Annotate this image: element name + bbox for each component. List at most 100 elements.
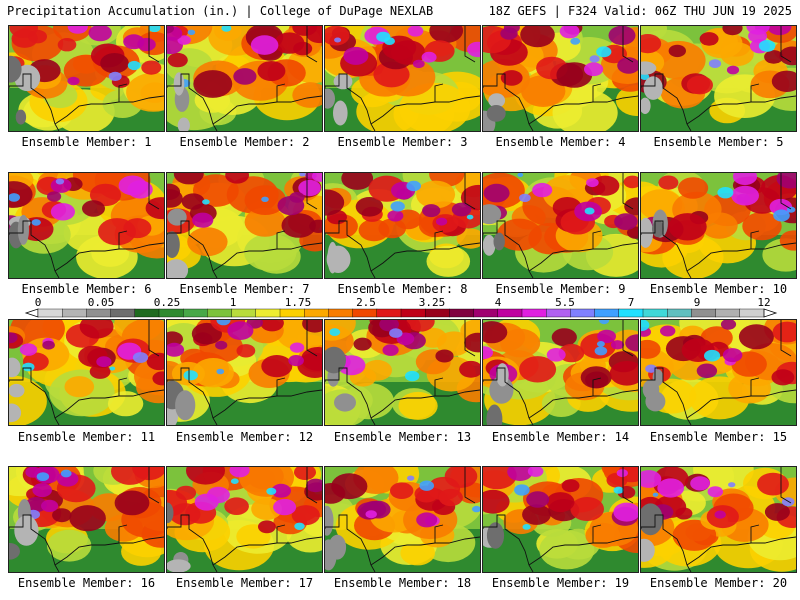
colorbar-swatch	[449, 308, 475, 318]
ensemble-member-label: Ensemble Member: 16	[17, 576, 156, 590]
ensemble-member-label: Ensemble Member: 13	[333, 430, 472, 444]
colorbar-swatch	[37, 308, 63, 318]
precip-field-map	[641, 26, 796, 131]
ensemble-map-panel	[166, 319, 323, 426]
colorbar-swatch	[618, 308, 644, 318]
ensemble-map-panel	[640, 319, 797, 426]
colorbar-swatch	[279, 308, 305, 318]
colorbar-swatch	[86, 308, 112, 318]
run-info: 18Z GEFS | F324 Valid: 06Z THU JUN 19 20…	[488, 4, 792, 18]
ensemble-member-label: Ensemble Member: 2	[179, 135, 310, 149]
colorbar-swatch	[255, 308, 281, 318]
ensemble-map-panel	[640, 172, 797, 279]
precip-field-map	[325, 26, 480, 131]
colorbar-tick-label: 9	[693, 296, 701, 309]
colorbar-tick-label: 0.25	[153, 296, 181, 309]
ensemble-map-panel	[640, 466, 797, 573]
ensemble-map-panel	[482, 172, 639, 279]
ensemble-member-label: Ensemble Member: 15	[649, 430, 788, 444]
precip-field-map	[167, 26, 322, 131]
precip-field-map	[641, 320, 796, 425]
colorbar-tick-label: 7	[627, 296, 635, 309]
ensemble-member-label: Ensemble Member: 6	[21, 282, 152, 296]
colorbar-tick-label: 1.75	[284, 296, 312, 309]
ensemble-map-panel	[8, 319, 165, 426]
colorbar-swatch	[134, 308, 160, 318]
precip-field-map	[325, 173, 480, 278]
precip-field-map	[9, 320, 164, 425]
ensemble-member-label: Ensemble Member: 20	[649, 576, 788, 590]
ensemble-member-label: Ensemble Member: 14	[491, 430, 630, 444]
ensemble-map-panel	[166, 25, 323, 132]
precip-field-map	[641, 173, 796, 278]
precip-field-map	[641, 467, 796, 572]
ensemble-map-panel	[8, 172, 165, 279]
colorbar-swatch	[473, 308, 499, 318]
precip-field-map	[483, 467, 638, 572]
colorbar-tick-label: 2.5	[356, 296, 376, 309]
colorbar-tick-label: 3.25	[418, 296, 446, 309]
precip-field-map	[483, 26, 638, 131]
precip-colorbar: 0 0.05 0.25 1 1.75 2.5 3.25 4 5.5 7 9 12	[0, 296, 800, 322]
colorbar-scale	[24, 308, 778, 318]
ensemble-member-label: Ensemble Member: 5	[653, 135, 784, 149]
ensemble-member-label: Ensemble Member: 4	[495, 135, 626, 149]
colorbar-swatch	[594, 308, 620, 318]
ensemble-member-label: Ensemble Member: 11	[17, 430, 156, 444]
colorbar-swatch	[207, 308, 233, 318]
colorbar-swatch	[304, 308, 329, 318]
colorbar-swatch	[425, 308, 450, 318]
ensemble-map-panel	[482, 466, 639, 573]
precip-field-map	[167, 467, 322, 572]
ensemble-map-panel	[166, 466, 323, 573]
precip-field-map	[167, 320, 322, 425]
ensemble-member-label: Ensemble Member: 1	[21, 135, 152, 149]
colorbar-swatch	[376, 308, 402, 318]
colorbar-swatch	[328, 308, 354, 318]
colorbar-swatch	[158, 308, 184, 318]
colorbar-swatch	[231, 308, 257, 318]
precip-field-map	[325, 467, 480, 572]
colorbar-tick-label: 0	[34, 296, 42, 309]
precip-field-map	[9, 173, 164, 278]
ensemble-map-panel	[482, 319, 639, 426]
colorbar-right-arrow	[763, 308, 778, 318]
ensemble-map-panel	[324, 319, 481, 426]
page-title: Precipitation Accumulation (in.) | Colle…	[7, 4, 434, 18]
precip-field-map	[325, 320, 480, 425]
ensemble-member-label: Ensemble Member: 7	[179, 282, 310, 296]
ensemble-member-label: Ensemble Member: 9	[495, 282, 626, 296]
colorbar-swatch	[352, 308, 378, 318]
ensemble-member-label: Ensemble Member: 18	[333, 576, 472, 590]
colorbar-swatch	[691, 308, 717, 318]
ensemble-member-label: Ensemble Member: 3	[337, 135, 468, 149]
ensemble-map-panel	[8, 466, 165, 573]
colorbar-tick-label: 4	[494, 296, 502, 309]
ensemble-map-panel	[8, 25, 165, 132]
precip-field-map	[483, 320, 638, 425]
ensemble-member-label: Ensemble Member: 19	[491, 576, 630, 590]
colorbar-tick-label: 1	[229, 296, 237, 309]
colorbar-tick-label: 5.5	[555, 296, 575, 309]
colorbar-swatch	[739, 308, 765, 318]
colorbar-left-arrow	[24, 308, 39, 318]
ensemble-map-panel	[324, 172, 481, 279]
ensemble-member-label: Ensemble Member: 10	[649, 282, 788, 296]
precip-field-map	[483, 173, 638, 278]
colorbar-swatch	[497, 308, 523, 318]
ensemble-member-label: Ensemble Member: 8	[337, 282, 468, 296]
colorbar-swatch	[715, 308, 741, 318]
ensemble-map-panel	[166, 172, 323, 279]
precip-field-map	[9, 26, 164, 131]
ensemble-map-panel	[640, 25, 797, 132]
colorbar-swatch	[521, 308, 547, 318]
colorbar-swatch	[400, 308, 426, 318]
ensemble-member-label: Ensemble Member: 17	[175, 576, 314, 590]
colorbar-tick-label: 12	[757, 296, 771, 309]
precip-field-map	[167, 173, 322, 278]
ensemble-map-panel	[482, 25, 639, 132]
colorbar-swatch	[570, 308, 596, 318]
colorbar-swatch	[62, 308, 87, 318]
ensemble-member-label: Ensemble Member: 12	[175, 430, 314, 444]
colorbar-swatch	[546, 308, 571, 318]
